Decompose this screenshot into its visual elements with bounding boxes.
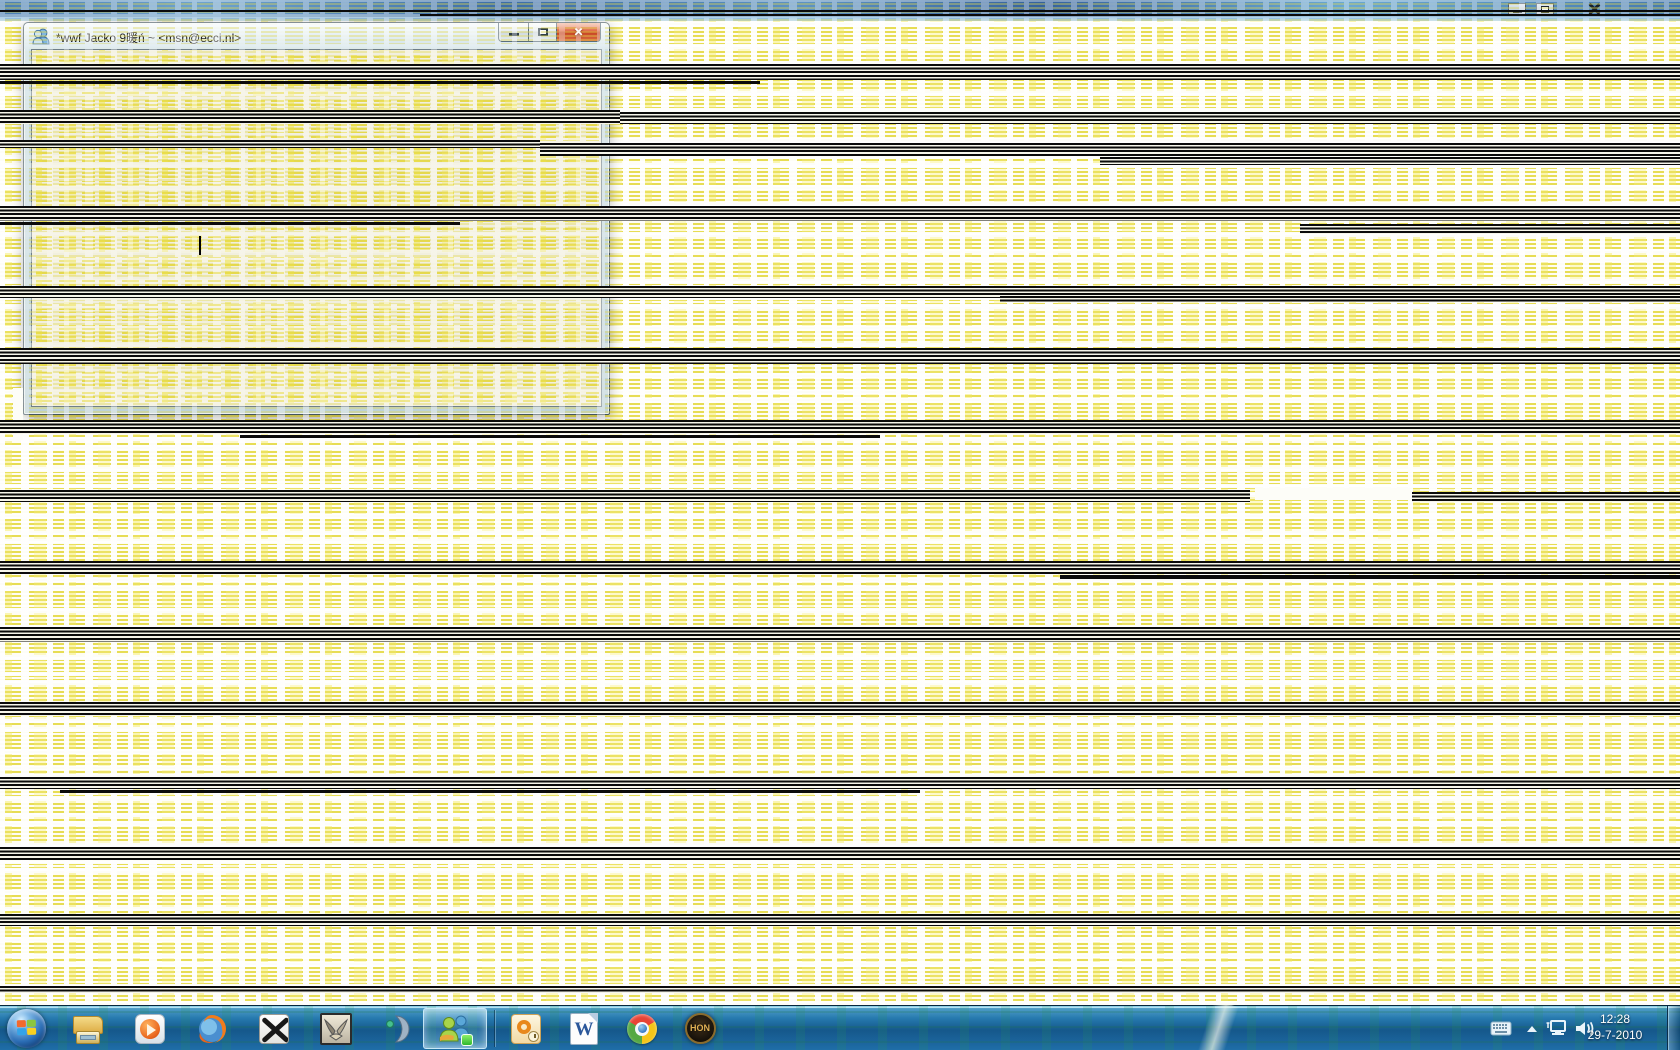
taskbar-item-winged-emblem-game[interactable] <box>309 1008 363 1049</box>
clock-time: 12:28 <box>1599 1012 1631 1026</box>
taskbar-item-xfire[interactable] <box>247 1008 301 1049</box>
taskbar-item-chrome[interactable] <box>615 1008 669 1049</box>
outlook-icon <box>511 1013 541 1044</box>
messenger-window: *wwf Jacko 9暖ń ~ <msn@ecci.nl> ✕ <box>23 22 610 415</box>
messenger-status-badge <box>461 1033 473 1046</box>
crescent-swoosh-icon <box>382 1013 414 1045</box>
conversation-area-corrupted[interactable] <box>31 49 602 407</box>
close-button[interactable]: ✕ <box>557 23 601 42</box>
minimize-button[interactable] <box>498 23 528 42</box>
taskbar: W HON <box>0 999 1680 1050</box>
ghost-minimize-button[interactable] <box>1508 3 1526 16</box>
ghost-titlebar <box>0 0 1680 21</box>
hon-icon: HON <box>684 1013 716 1044</box>
show-hidden-icons-icon[interactable] <box>1527 1026 1537 1032</box>
minimize-icon <box>1513 11 1522 13</box>
taskbar-item-windows-live-messenger[interactable] <box>423 1008 487 1049</box>
taskbar-item-word[interactable]: W <box>557 1008 611 1049</box>
taskbar-separator <box>494 1010 495 1047</box>
taskbar-item-heroes-of-newerth[interactable]: HON <box>673 1008 727 1049</box>
text-caret <box>199 236 201 255</box>
minimize-icon <box>509 33 519 36</box>
taskbar-item-outlook[interactable] <box>499 1008 553 1049</box>
word-icon: W <box>570 1012 598 1045</box>
taskbar-item-windows-media-player[interactable] <box>123 1008 177 1049</box>
firefox-icon <box>199 1014 226 1043</box>
ghost-close-button[interactable] <box>1586 2 1602 15</box>
tray-clock[interactable]: 12:28 29-7-2010 <box>1572 1011 1658 1043</box>
clock-date: 29-7-2010 <box>1587 1028 1643 1042</box>
taskbar-item-crescent-app[interactable] <box>371 1008 425 1049</box>
keyboard-icon[interactable] <box>1490 1021 1512 1036</box>
taskbar-item-windows-explorer[interactable] <box>61 1008 115 1049</box>
taskbar-item-firefox[interactable] <box>185 1008 239 1049</box>
xfire-icon <box>259 1013 289 1044</box>
restore-icon <box>1541 6 1549 13</box>
taskbar-glass-streak <box>1196 999 1240 1050</box>
maximize-button[interactable] <box>528 23 557 42</box>
media-player-icon <box>135 1013 165 1044</box>
maximize-icon <box>538 28 548 36</box>
windows-logo-icon <box>16 1019 37 1037</box>
window-controls: ✕ <box>498 23 601 42</box>
show-desktop-button[interactable] <box>1667 1006 1680 1050</box>
messenger-buddies-icon <box>438 1013 473 1046</box>
close-icon: ✕ <box>573 25 584 39</box>
window-title: *wwf Jacko 9暖ń ~ <msn@ecci.nl> <box>56 31 242 45</box>
network-icon[interactable] <box>1546 1020 1568 1037</box>
explorer-icon <box>71 1014 105 1044</box>
winged-emblem-icon <box>320 1012 352 1045</box>
msn-buddies-icon <box>32 28 50 45</box>
ghost-restore-button[interactable] <box>1536 3 1554 16</box>
start-button[interactable] <box>7 1009 46 1048</box>
volume-icon[interactable] <box>1574 1020 1596 1037</box>
chrome-icon <box>627 1013 657 1044</box>
